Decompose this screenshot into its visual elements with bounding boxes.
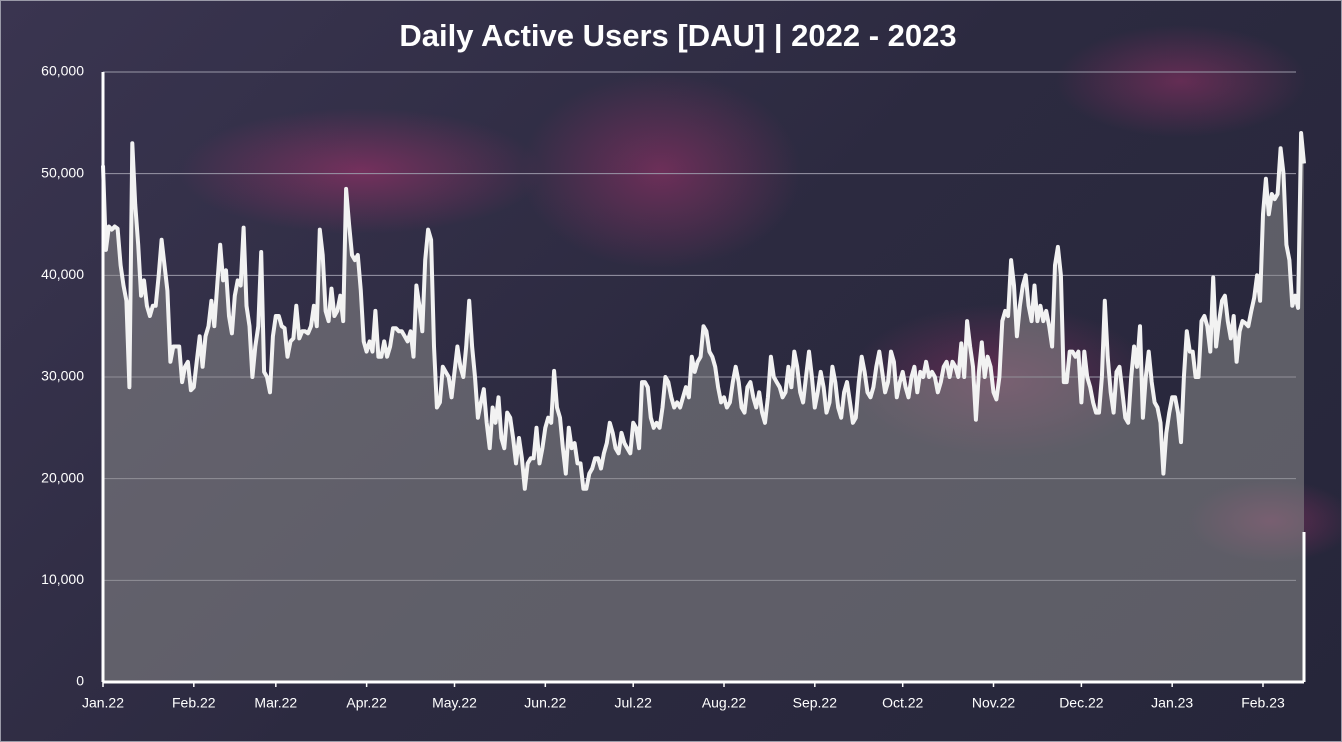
x-tick-label: Oct.22 [882,695,923,711]
x-tick-label: Jun.22 [524,695,566,711]
y-tick-label: 20,000 [41,469,84,485]
chart-title: Daily Active Users [DAU] | 2022 - 2023 [399,18,956,53]
y-tick-label: 40,000 [41,266,84,282]
y-tick-label: 30,000 [41,368,84,384]
y-tick-label: 0 [76,673,84,689]
x-tick-label: Feb.23 [1241,695,1285,711]
x-tick-label: May.22 [432,695,477,711]
y-tick-label: 60,000 [41,63,84,79]
x-tick-label: Aug.22 [702,695,747,711]
x-tick-label: Sep.22 [793,695,838,711]
y-tick-label: 10,000 [41,571,84,587]
x-tick-label: Dec.22 [1059,695,1104,711]
x-tick-label: Mar.22 [254,695,297,711]
y-tick-label: 50,000 [41,164,84,180]
x-tick-label: Nov.22 [972,695,1016,711]
area-fill [103,133,1304,682]
x-tick-label: Apr.22 [346,695,387,711]
x-tick-label: Jan.22 [82,695,124,711]
x-tick-label: Jul.22 [615,695,653,711]
x-tick-label: Feb.22 [172,695,216,711]
x-tick-label: Jan.23 [1151,695,1193,711]
line [101,131,1306,491]
